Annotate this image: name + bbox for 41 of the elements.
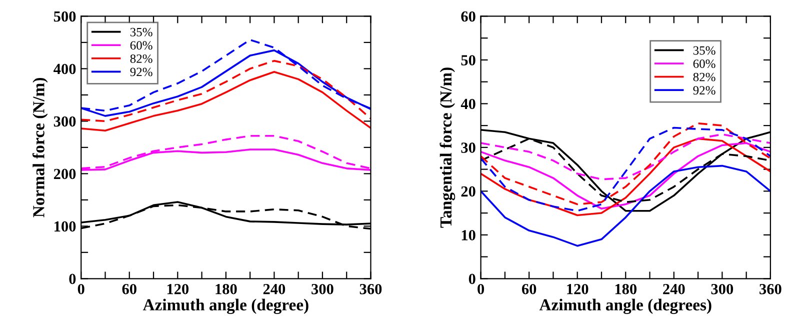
x-tick-label: 300: [711, 284, 734, 294]
y-tick-label: 60: [461, 11, 476, 22]
legend-label: 35%: [693, 46, 716, 55]
x-tick-label: 0: [78, 284, 84, 294]
y-tick-label: 0: [468, 274, 476, 284]
y-tick-label: 500: [54, 11, 76, 22]
legend-label: 60%: [693, 60, 716, 68]
x-tick-label: 240: [663, 284, 685, 294]
y-axis-title: Normal force (N/m): [32, 78, 48, 218]
x-axis-title: Azimuth angle (degree): [142, 298, 308, 314]
legend-label: 60%: [130, 41, 152, 50]
y-tick-label: 20: [461, 186, 476, 197]
x-tick-label: 60: [522, 284, 536, 294]
x-tick-label: 120: [167, 284, 189, 294]
legend-label: 35%: [130, 28, 152, 36]
y-axis-title: Tangential force (N/m): [440, 68, 456, 228]
y-tick-label: 400: [54, 64, 76, 74]
y-tick-label: 50: [461, 55, 476, 66]
x-tick-label: 360: [760, 284, 782, 294]
x-tick-label: 300: [312, 284, 334, 294]
x-axis-title: Azimuth angle (degrees): [539, 298, 712, 314]
legend-label: 82%: [130, 54, 152, 63]
y-tick-label: 30: [461, 142, 476, 153]
y-tick-label: 40: [460, 98, 476, 110]
x-tick-label: 360: [360, 284, 382, 294]
legend-label: 92%: [130, 68, 152, 76]
line-series: [480, 164, 770, 247]
line-series: [480, 133, 770, 180]
y-tick-label: 0: [69, 274, 76, 284]
x-tick-label: 240: [263, 284, 286, 294]
legend-label: 82%: [693, 72, 716, 82]
x-tick-label: 60: [122, 284, 136, 294]
x-tick-label: 0: [478, 284, 484, 294]
x-tick-label: 180: [615, 284, 637, 294]
x-tick-label: 120: [567, 284, 588, 294]
y-tick-label: 200: [54, 168, 76, 180]
y-tick-label: 100: [54, 221, 76, 232]
y-tick-label: 300: [54, 116, 76, 127]
x-tick-label: 180: [216, 284, 237, 294]
legend-label: 92%: [693, 86, 716, 95]
y-tick-label: 10: [462, 230, 476, 240]
